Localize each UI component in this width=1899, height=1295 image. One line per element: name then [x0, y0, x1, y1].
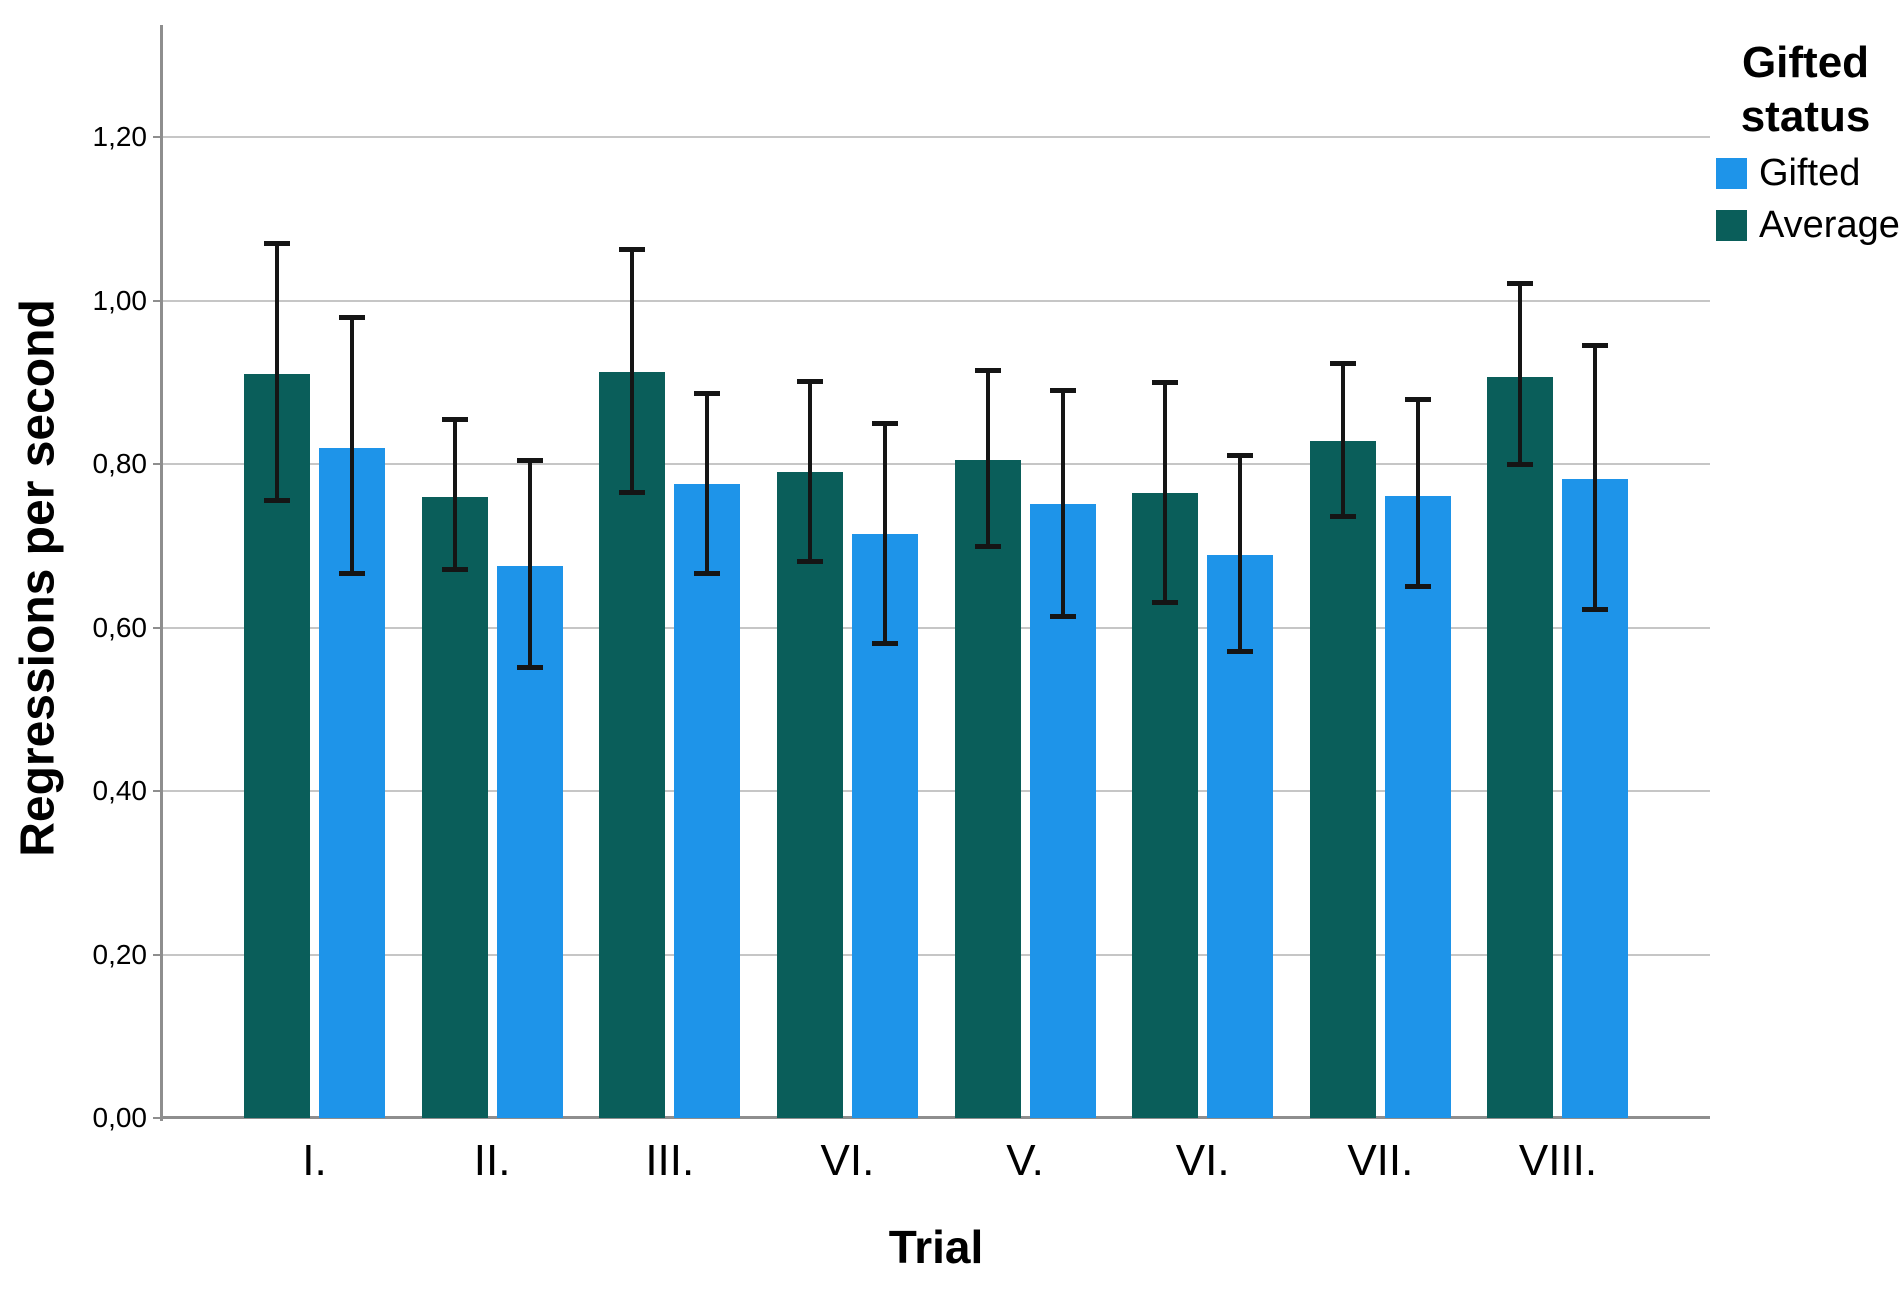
bar-average — [776, 472, 843, 1118]
legend-label-average: Average — [1759, 204, 1899, 246]
error-bar-cap-top — [1049, 387, 1076, 393]
error-bar-cap-top — [694, 390, 721, 396]
error-bar — [527, 459, 532, 669]
error-bar — [1163, 382, 1168, 603]
error-bar-cap-bottom — [974, 544, 1001, 550]
bar-gifted — [674, 483, 741, 1118]
error-bar-cap-top — [974, 367, 1001, 373]
error-bar-cap-bottom — [441, 567, 468, 573]
error-bar — [1593, 345, 1598, 611]
error-bar — [807, 380, 812, 563]
error-bar — [630, 248, 635, 493]
error-bar-cap-top — [264, 241, 290, 247]
error-bar — [350, 316, 354, 575]
y-tick-label: 0,40 — [92, 775, 148, 806]
gridline — [163, 790, 1710, 792]
legend-item-gifted: Gifted — [1712, 154, 1899, 192]
error-bar-cap-top — [1582, 343, 1609, 349]
gridline — [163, 953, 1710, 956]
legend: Gifted status Gifted Average — [1712, 36, 1899, 258]
y-tick-label: 1,00 — [92, 284, 148, 316]
error-bar — [1415, 399, 1420, 588]
error-bar-cap-top — [339, 314, 365, 320]
error-bar-cap-bottom — [796, 559, 823, 565]
error-bar-cap-top — [619, 246, 646, 252]
y-axis-title: Regressions per second — [11, 299, 65, 857]
x-tick-label: V. — [1006, 1136, 1044, 1185]
gridline — [163, 463, 1710, 465]
error-bar-cap-top — [1404, 397, 1431, 403]
x-tick-label: VI. — [1175, 1136, 1230, 1185]
y-axis-tick — [153, 299, 163, 302]
bar-average — [1487, 376, 1554, 1118]
y-axis-line — [160, 25, 163, 1121]
y-tick-label: 0,20 — [92, 938, 148, 970]
y-tick-label: 1,20 — [92, 121, 148, 152]
gridline — [163, 299, 1710, 302]
error-bar — [1518, 283, 1523, 465]
error-bar-cap-bottom — [264, 497, 290, 503]
y-tick-label: 0,00 — [92, 1102, 148, 1133]
legend-swatch-gifted-icon — [1716, 157, 1747, 189]
error-bar-cap-top — [1152, 380, 1179, 386]
y-axis-tick — [153, 136, 163, 138]
bar-average — [599, 371, 666, 1118]
y-axis-tick — [153, 463, 163, 465]
error-bar — [1340, 362, 1345, 518]
error-bar — [882, 423, 887, 644]
error-bar-cap-top — [516, 457, 543, 463]
error-bar — [452, 419, 457, 571]
error-bar-cap-top — [871, 421, 898, 427]
error-bar-cap-bottom — [619, 489, 646, 495]
error-bar — [985, 369, 990, 548]
gridline — [163, 136, 1710, 138]
y-axis-tick — [153, 626, 163, 629]
legend-item-average: Average — [1712, 206, 1899, 244]
error-bar-cap-top — [441, 417, 468, 423]
bar-average — [954, 459, 1021, 1118]
y-tick-label: 0,80 — [92, 448, 148, 479]
x-tick-label: I. — [302, 1136, 327, 1185]
error-bar-cap-bottom — [1507, 461, 1534, 467]
x-tick-label: VII. — [1347, 1136, 1414, 1185]
error-bar-cap-bottom — [1582, 607, 1609, 613]
error-bar-cap-bottom — [871, 640, 898, 646]
legend-title: Gifted status — [1740, 38, 1871, 141]
x-axis-line — [160, 1116, 1710, 1119]
x-tick-label: II. — [473, 1136, 511, 1185]
error-bar-cap-top — [1507, 281, 1534, 287]
error-bar-cap-bottom — [1152, 599, 1179, 605]
error-bar-cap-bottom — [516, 665, 543, 671]
error-bar-cap-top — [1227, 453, 1254, 458]
error-bar — [1238, 455, 1243, 653]
y-tick-label: 0,60 — [92, 611, 148, 643]
x-tick-label: VI. — [820, 1136, 875, 1185]
legend-label-gifted: Gifted — [1759, 152, 1861, 194]
gridline — [163, 626, 1710, 629]
bar-average — [421, 496, 488, 1118]
error-bar-cap-bottom — [1404, 584, 1431, 590]
error-bar-cap-bottom — [1227, 649, 1254, 655]
error-bar-cap-top — [1329, 360, 1356, 366]
error-bar-cap-bottom — [339, 571, 365, 577]
bar-gifted — [1384, 495, 1451, 1118]
x-tick-label: III. — [645, 1136, 695, 1185]
y-axis-tick — [153, 953, 163, 956]
error-bar — [275, 243, 279, 501]
error-bar-cap-top — [796, 378, 823, 384]
x-tick-label: VIII. — [1518, 1136, 1598, 1185]
error-bar — [1060, 389, 1065, 617]
error-bar — [705, 392, 710, 575]
error-bar-cap-bottom — [694, 571, 721, 577]
x-axis-title: Trial — [888, 1221, 984, 1273]
error-bar-cap-bottom — [1049, 613, 1076, 619]
y-axis-tick — [153, 1117, 163, 1119]
error-bar-cap-bottom — [1329, 514, 1356, 520]
legend-swatch-average-icon — [1716, 209, 1747, 241]
y-axis-tick — [153, 790, 163, 792]
bar-average — [1309, 441, 1376, 1118]
